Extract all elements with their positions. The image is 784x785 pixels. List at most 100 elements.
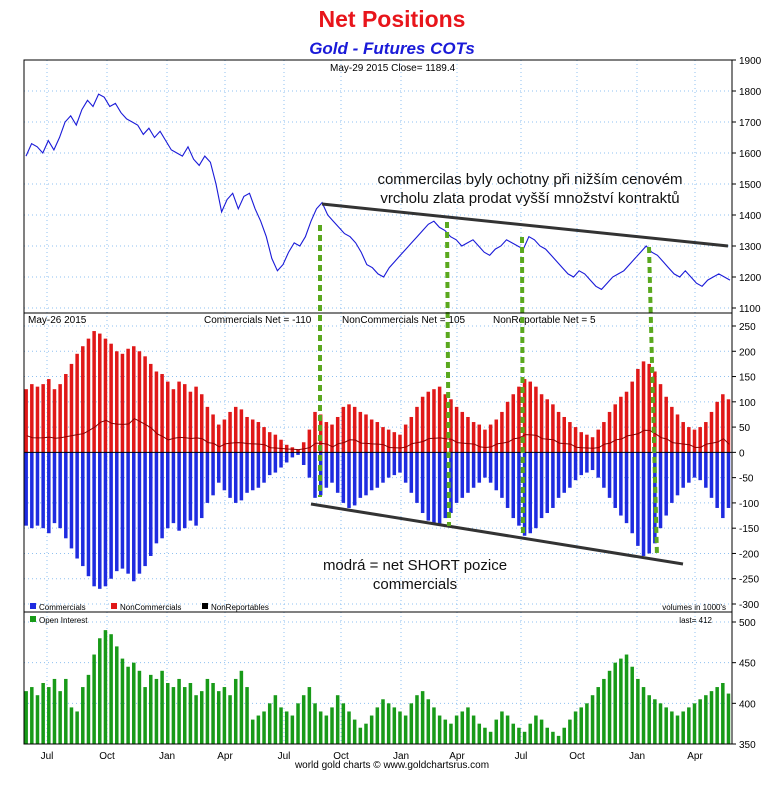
open-interest-bar <box>585 703 589 744</box>
y-tick-label: 250 <box>739 322 756 333</box>
y-tick-label: 1400 <box>739 211 762 222</box>
open-interest-bar <box>511 723 516 744</box>
cot-header-item: NonReportable Net = 5 <box>493 315 596 326</box>
open-interest-bar <box>69 707 74 744</box>
legend-label: NonCommercials <box>120 603 181 612</box>
noncommercials-bar <box>335 416 340 453</box>
open-interest-bar <box>58 691 62 744</box>
noncommercials-bar <box>670 406 674 453</box>
commercials-bar <box>64 452 68 539</box>
commercials-bar <box>188 452 193 521</box>
commercials-bar <box>675 452 680 496</box>
noncommercials-bar <box>641 361 646 453</box>
noncommercials-bar <box>415 406 419 453</box>
commercials-bar <box>149 452 153 556</box>
noncommercials-bar <box>500 411 504 453</box>
annotation-top-line2: vrcholu zlata prodat vyšší množství kont… <box>380 190 680 207</box>
legend-label: Open Interest <box>39 616 88 625</box>
open-interest-bar <box>596 687 600 744</box>
open-interest-bar <box>539 719 544 744</box>
open-interest-bar <box>109 634 113 744</box>
noncommercials-bar <box>551 404 555 453</box>
noncommercials-bar <box>534 386 538 453</box>
noncommercials-bar <box>103 338 108 453</box>
open-interest-bar <box>64 678 68 744</box>
noncommercials-bar <box>477 424 482 453</box>
commercials-bar <box>98 452 102 589</box>
open-interest-bar <box>239 670 244 744</box>
open-interest-bar <box>154 678 159 744</box>
commercials-bar <box>573 452 578 481</box>
x-tick-label: Jul <box>41 751 54 762</box>
cot-panel: May-26 2015 Commercials Net = -110 NonComm… <box>24 315 732 612</box>
commercials-bar <box>358 452 363 498</box>
noncommercials-bar <box>658 384 663 453</box>
commercials-bar <box>534 452 538 529</box>
open-interest-bar <box>454 715 459 744</box>
commercials-bar <box>466 452 470 493</box>
commercials-bar <box>641 452 646 556</box>
commercials-bar <box>449 452 453 514</box>
commercials-bar <box>590 452 595 471</box>
noncommercials-bar <box>488 424 493 453</box>
y-tick-label: 350 <box>739 740 756 751</box>
x-tick-label: Apr <box>449 751 465 762</box>
legend-swatch <box>202 603 208 609</box>
open-interest-bar <box>726 693 731 744</box>
y-tick-label: 400 <box>739 699 756 710</box>
open-interest-bar <box>494 719 499 744</box>
y-tick-label: -250 <box>739 575 759 586</box>
y-tick-label: 1700 <box>739 118 762 129</box>
noncommercials-bar <box>120 353 125 453</box>
open-interest-bar <box>568 719 572 744</box>
commercials-bar <box>681 452 685 488</box>
noncommercials-bar <box>318 414 323 453</box>
commercials-bar <box>500 452 504 498</box>
open-interest-bar <box>347 711 351 744</box>
noncommercials-bar <box>58 384 62 453</box>
noncommercials-bar <box>715 401 719 453</box>
x-tick-label: Oct <box>99 751 115 762</box>
noncommercials-bar <box>726 399 731 453</box>
open-interest-bar <box>505 715 510 744</box>
noncommercials-bar <box>692 429 697 453</box>
open-interest-bar <box>449 723 453 744</box>
y-tick-label: 450 <box>739 659 756 670</box>
noncommercials-bar <box>556 411 561 453</box>
commercials-bar <box>205 452 210 503</box>
noncommercials-bar <box>381 427 385 453</box>
chart-title: Net Positions <box>318 6 466 32</box>
y-tick-label: 1500 <box>739 180 762 191</box>
noncommercials-bar <box>177 381 181 453</box>
open-interest-bar <box>647 695 651 744</box>
noncommercials-bar <box>579 432 583 453</box>
commercials-bar <box>403 452 408 483</box>
commercials-bar <box>279 452 283 468</box>
commercials-bar <box>284 452 289 463</box>
open-interest-bar <box>375 707 380 744</box>
y-tick-label: 1200 <box>739 273 762 284</box>
open-interest-bar <box>256 715 261 744</box>
volumes-note: volumes in 1000's <box>662 603 726 612</box>
commercials-bar <box>381 452 385 483</box>
cot-header-item: NonCommercials Net = 105 <box>342 315 466 326</box>
open-interest-bar <box>675 715 680 744</box>
noncommercials-bar <box>233 406 238 453</box>
noncommercials-bar <box>290 447 295 453</box>
x-tick-label: Jan <box>629 751 645 762</box>
commercials-bar <box>52 452 57 524</box>
open-interest-bar <box>92 654 96 744</box>
noncommercials-bar <box>296 449 300 453</box>
noncommercials-bar <box>528 381 533 453</box>
commercials-bar <box>369 452 374 491</box>
noncommercials-bar <box>392 432 397 453</box>
price-panel: May-29 2015 Close= 1189.4 <box>25 63 731 291</box>
noncommercials-bar <box>166 381 170 453</box>
commercials-bar <box>262 452 266 483</box>
commercials-bar <box>596 452 600 478</box>
open-interest-bar <box>75 711 79 744</box>
noncommercials-bar <box>64 374 68 453</box>
open-interest-bar <box>205 678 210 744</box>
noncommercials-bar <box>171 389 176 453</box>
y-tick-label: -300 <box>739 600 759 611</box>
